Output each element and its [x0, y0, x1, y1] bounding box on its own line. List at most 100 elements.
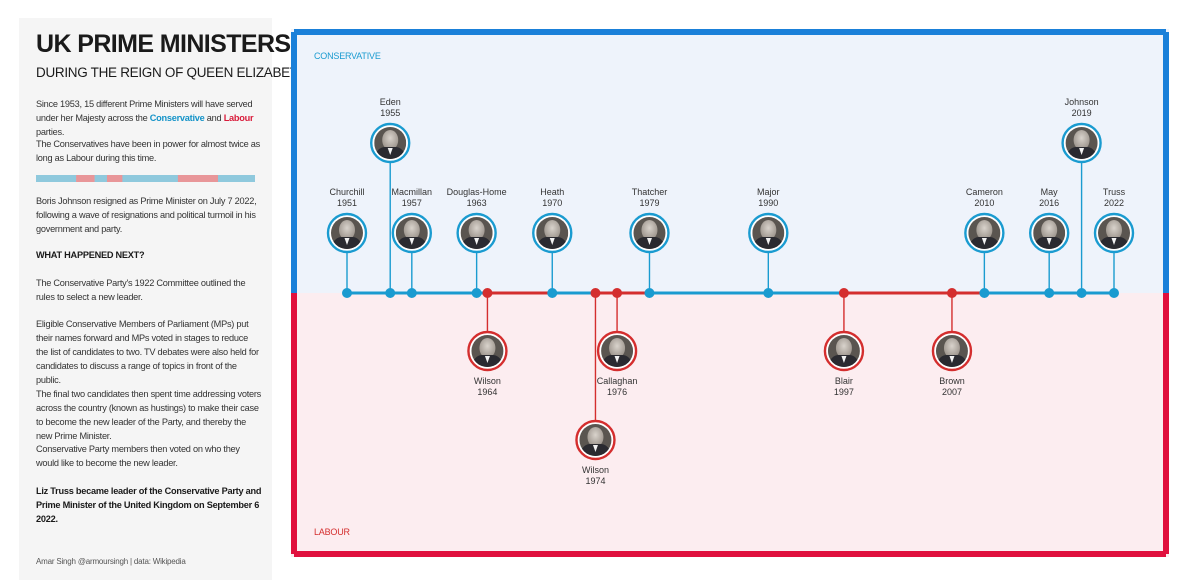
pm-year-label: 1951: [337, 198, 357, 208]
term-segment-conservative: [122, 175, 179, 182]
pm-name-label: Johnson: [1065, 97, 1099, 107]
pm-year-label: 1964: [477, 387, 497, 397]
timeline-chart: CONSERVATIVE LABOUR Churchill 1951 Eden 195…: [291, 29, 1169, 557]
credit-footer: Amar Singh @armoursingh | data: Wikipedi…: [36, 557, 186, 566]
party-term-strip: [36, 175, 255, 182]
timeline-dot[interactable]: [979, 288, 990, 298]
person-portrait-icon: [326, 212, 368, 254]
timeline-dot[interactable]: [1109, 288, 1119, 298]
person-portrait-icon: [575, 419, 616, 461]
pm-name-label: Douglas-Home: [447, 187, 507, 197]
pm-name-label: Eden: [380, 97, 401, 107]
labour-region: [291, 293, 1169, 557]
pm-name-label: Wilson: [474, 376, 501, 386]
person-portrait-icon: [391, 212, 433, 254]
comparison-paragraph: The Conservatives have been in power for…: [36, 139, 260, 163]
labour-legend-label: LABOUR: [314, 527, 351, 537]
timeline-dot[interactable]: [385, 288, 396, 298]
pm-name-label: Major: [757, 187, 780, 197]
timeline-dot[interactable]: [406, 288, 417, 298]
mp-voting-paragraph: Eligible Conservative Members of Parliam…: [36, 319, 259, 385]
person-portrait-icon: [456, 212, 497, 254]
pm-year-label: 1955: [380, 108, 400, 118]
pm-year-label: 2022: [1104, 198, 1124, 208]
person-portrait-icon: [931, 330, 973, 372]
pm-year-label: 1974: [585, 476, 605, 486]
timeline-dot[interactable]: [1044, 288, 1055, 298]
person-portrait-icon: [467, 330, 508, 372]
hustings-paragraph: The final two candidates then spent time…: [36, 389, 262, 441]
person-portrait-icon: [1093, 212, 1135, 254]
pm-name-label: Truss: [1103, 187, 1126, 197]
conservative-legend-label: CONSERVATIVE: [314, 51, 381, 61]
pm-year-label: 2019: [1072, 108, 1092, 118]
term-segment-labour: [76, 175, 95, 182]
pm-name-label: Callaghan: [597, 376, 638, 386]
page-subtitle: DURING THE REIGN OF QUEEN ELIZABETH II: [36, 65, 318, 80]
pm-year-label: 2016: [1039, 198, 1059, 208]
pm-name-label: Heath: [540, 187, 564, 197]
intro-end: parties.: [36, 127, 65, 137]
intro-paragraph: Since 1953, 15 different Prime Ministers…: [36, 97, 262, 139]
timeline-dot[interactable]: [342, 288, 352, 298]
timeline-dot[interactable]: [1076, 288, 1087, 298]
page-title: UK PRIME MINISTERS: [36, 30, 291, 58]
committee-paragraph: The Conservative Party's 1922 Committee …: [36, 278, 246, 302]
timeline-svg: CONSERVATIVE LABOUR Churchill1951Eden195…: [291, 29, 1169, 557]
conservative-region: [291, 29, 1169, 293]
pm-year-label: 1979: [639, 198, 659, 208]
resignation-paragraph: Boris Johnson resigned as Prime Minister…: [36, 196, 257, 234]
term-segment-labour: [177, 175, 219, 182]
pm-name-label: Wilson: [582, 465, 609, 475]
timeline-dot[interactable]: [471, 288, 482, 298]
person-portrait-icon: [823, 330, 865, 372]
what-happened-heading: WHAT HAPPENED NEXT?: [36, 250, 145, 260]
person-portrait-icon: [532, 212, 573, 254]
member-vote-paragraph: Conservative Party members then voted on…: [36, 444, 240, 468]
timeline-dot[interactable]: [838, 288, 849, 298]
term-segment-conservative: [36, 175, 77, 182]
intro-and: and: [204, 113, 224, 123]
timeline-dot[interactable]: [763, 288, 774, 298]
pm-name-label: Macmillan: [392, 187, 433, 197]
pm-name-label: Thatcher: [632, 187, 668, 197]
pm-year-label: 1963: [467, 198, 487, 208]
pm-year-label: 1976: [607, 387, 627, 397]
person-portrait-icon: [629, 212, 670, 254]
pm-name-label: Blair: [835, 376, 853, 386]
pm-year-label: 1970: [542, 198, 562, 208]
person-portrait-icon: [1061, 122, 1102, 164]
conclusion-paragraph: Liz Truss became leader of the Conservat…: [36, 486, 262, 524]
term-segment-labour: [106, 175, 123, 182]
timeline-dot[interactable]: [482, 288, 493, 298]
timeline-dot[interactable]: [644, 288, 655, 298]
conservative-highlight: Conservative: [149, 113, 205, 123]
person-portrait-icon: [596, 330, 638, 372]
timeline-dot[interactable]: [612, 288, 623, 298]
timeline-dot[interactable]: [946, 288, 957, 298]
timeline-dot[interactable]: [590, 288, 601, 298]
pm-name-label: Cameron: [966, 187, 1003, 197]
pm-name-label: May: [1041, 187, 1059, 197]
pm-year-label: 1957: [402, 198, 422, 208]
labour-highlight: Labour: [223, 113, 254, 123]
pm-year-label: 1990: [758, 198, 778, 208]
timeline-dot[interactable]: [547, 288, 558, 298]
person-portrait-icon: [370, 122, 411, 164]
